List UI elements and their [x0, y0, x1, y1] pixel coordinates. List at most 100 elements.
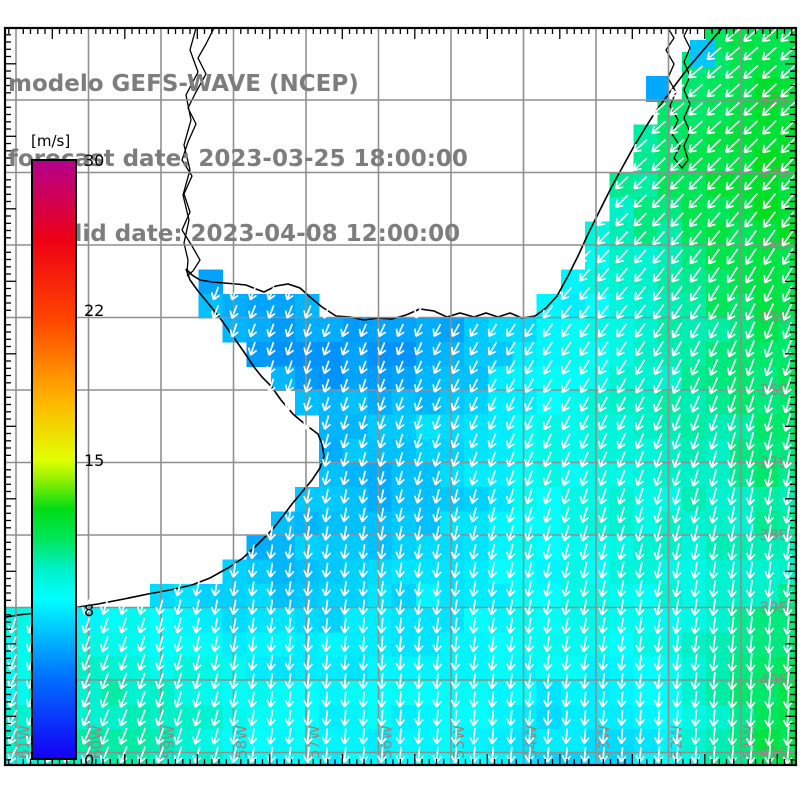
- wind-arrow: [690, 653, 701, 672]
- wind-arrow: [229, 636, 239, 653]
- wind-arrow: [450, 488, 461, 504]
- wind-arrow: [340, 599, 350, 615]
- wind-arrow: [450, 378, 460, 393]
- wind-arrow: [761, 46, 778, 61]
- wind-arrow: [690, 635, 701, 653]
- colorbar-tick-label: 22: [84, 301, 105, 320]
- wind-arrow: [136, 617, 147, 634]
- wind-arrow: [173, 599, 184, 616]
- wind-arrow: [469, 728, 479, 745]
- wind-arrow: [358, 544, 369, 560]
- wind-cell: [222, 680, 248, 706]
- wind-arrow: [616, 377, 627, 394]
- wind-arrow: [432, 636, 442, 653]
- wind-arrow: [524, 396, 534, 412]
- wind-cell: [367, 583, 393, 609]
- wind-arrow: [487, 654, 498, 671]
- wind-arrow: [708, 377, 719, 395]
- wind-arrow: [764, 689, 775, 709]
- colorbar-tick-label: 0: [84, 751, 95, 770]
- wind-cell: [512, 656, 538, 682]
- wind-arrow: [651, 102, 667, 116]
- wind-arrow: [634, 414, 645, 431]
- wind-arrow: [542, 378, 553, 394]
- wind-arrow: [321, 415, 332, 430]
- wind-arrow: [284, 544, 295, 560]
- wind-arrow: [469, 507, 479, 523]
- wind-arrow: [99, 709, 110, 727]
- wind-cell: [319, 728, 344, 754]
- wind-arrow: [726, 321, 738, 340]
- wind-arrow: [229, 562, 240, 578]
- wind-cell: [343, 318, 369, 343]
- wind-arrow: [487, 672, 498, 690]
- wind-arrow: [542, 506, 553, 524]
- wind-arrow: [579, 747, 590, 763]
- wind-arrow: [376, 544, 387, 560]
- wind-cell: [585, 535, 610, 561]
- wind-arrow: [764, 524, 774, 543]
- wind-arrow: [761, 64, 778, 80]
- wind-arrow: [561, 543, 571, 561]
- wind-cell: [585, 583, 610, 609]
- wind-arrow: [487, 360, 497, 375]
- wind-cell: [633, 487, 659, 512]
- wind-cell: [681, 318, 707, 343]
- wind-arrow: [358, 525, 369, 541]
- wind-arrow: [266, 617, 276, 634]
- wind-arrow: [653, 561, 664, 579]
- wind-arrow: [376, 415, 387, 430]
- wind-cell: [705, 753, 731, 765]
- wind-cell: [150, 704, 175, 730]
- wind-arrow: [782, 653, 793, 672]
- wind-arrow: [764, 616, 775, 635]
- wind-arrow: [690, 616, 701, 635]
- wind-arrow: [762, 211, 776, 228]
- wind-arrow: [708, 672, 719, 690]
- wind-arrow: [764, 561, 775, 580]
- wind-arrow: [633, 212, 647, 227]
- wind-arrow: [690, 598, 701, 616]
- wind-arrow: [247, 323, 258, 338]
- wind-arrow: [726, 340, 737, 358]
- wind-arrow: [340, 360, 350, 375]
- wind-arrow: [598, 710, 609, 726]
- wind-arrow: [266, 525, 276, 541]
- wind-arrow: [634, 267, 647, 283]
- wind-arrow: [321, 728, 332, 745]
- wind-cell: [560, 511, 586, 537]
- wind-arrow: [782, 561, 793, 580]
- wind-arrow: [450, 746, 461, 764]
- wind-arrow: [634, 451, 645, 468]
- wind-cell: [512, 535, 538, 561]
- wind-arrow: [524, 654, 535, 671]
- wind-cell: [536, 318, 562, 343]
- wind-arrow: [432, 397, 442, 412]
- wind-arrow: [653, 617, 664, 635]
- lon-label: 59W: [160, 725, 178, 759]
- wind-arrow: [635, 598, 645, 616]
- wind-arrow: [247, 599, 258, 615]
- wind-arrow: [763, 321, 774, 340]
- wind-arrow: [616, 451, 626, 468]
- wind-arrow: [706, 157, 722, 172]
- wind-cell: [512, 583, 538, 609]
- wind-cell: [464, 535, 489, 561]
- wind-arrow: [596, 212, 611, 227]
- wind-arrow: [671, 359, 682, 376]
- wind-cell: [198, 583, 224, 609]
- wind-arrow: [708, 616, 719, 635]
- wind-arrow: [524, 488, 534, 505]
- wind-arrow: [653, 728, 664, 745]
- wind-arrow: [745, 469, 756, 487]
- wind-arrow: [745, 339, 756, 358]
- wind-arrow: [321, 305, 331, 319]
- wind-arrow: [782, 726, 793, 746]
- wind-arrow: [173, 654, 184, 671]
- wind-arrow: [303, 746, 313, 763]
- wind-arrow: [321, 507, 332, 523]
- wind-arrow: [745, 413, 755, 432]
- wind-arrow: [724, 120, 741, 135]
- wind-arrow: [432, 728, 443, 745]
- wind-arrow: [358, 562, 369, 578]
